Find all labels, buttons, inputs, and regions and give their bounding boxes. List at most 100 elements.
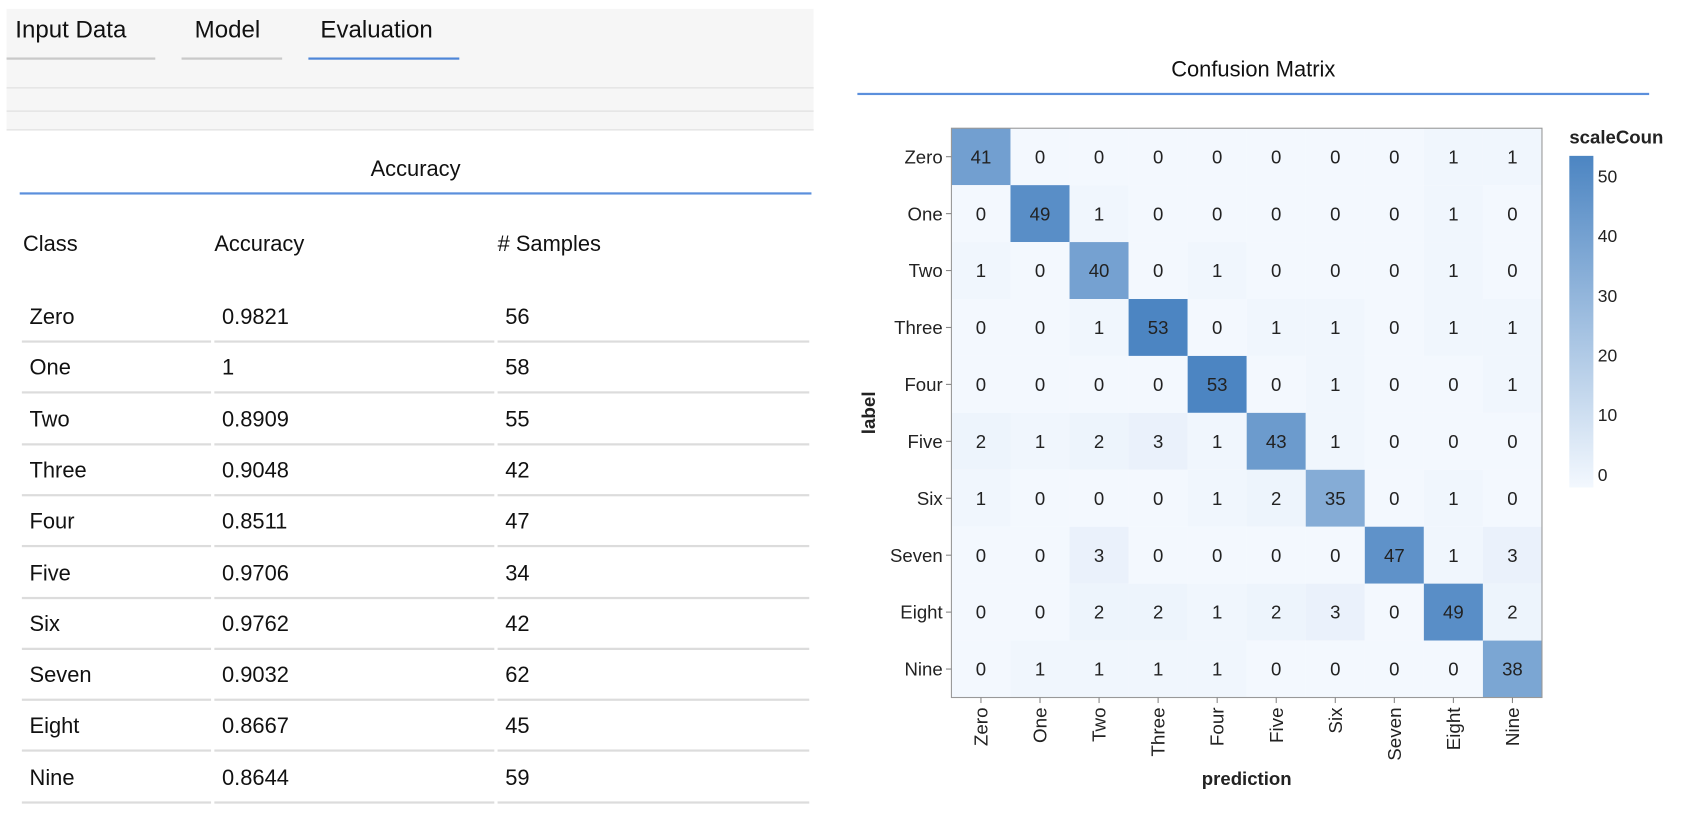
heatmap-cell <box>1069 355 1129 413</box>
heatmap-cell <box>1069 299 1129 356</box>
heatmap-cell <box>951 299 1011 356</box>
cell-value: 0 <box>1271 374 1281 395</box>
heatmap-cell <box>1010 469 1070 527</box>
cell-value: 0 <box>1507 260 1517 281</box>
row-divider <box>21 340 212 343</box>
cell-value: 1 <box>1094 317 1104 338</box>
y-tick-label: Eight <box>900 602 943 623</box>
cell-value: 2 <box>1271 602 1281 623</box>
cell-value: 1 <box>1094 659 1104 680</box>
cell-value: 3 <box>1330 602 1340 623</box>
heatmap-cell <box>1305 640 1365 698</box>
x-axis-label: prediction <box>1202 768 1292 789</box>
cell-text: Five <box>29 560 71 586</box>
heatmap-cell <box>1187 128 1247 186</box>
heatmap-cell <box>951 640 1011 698</box>
cell-value: 1 <box>1330 374 1340 395</box>
heatmap-cell <box>1423 412 1483 470</box>
heatmap-cell <box>1423 355 1483 413</box>
divider <box>6 110 814 112</box>
heatmap-cell <box>951 128 1011 186</box>
cell-value: 47 <box>1384 545 1405 566</box>
table-row: Zero 0.9821 56 <box>21 292 810 343</box>
heatmap-cell <box>1364 583 1424 641</box>
accuracy-cell: 0.8667 <box>214 701 495 753</box>
cell-value: 0 <box>1389 317 1399 338</box>
cell-value: 3 <box>1094 545 1104 566</box>
cell-value: 0 <box>1330 203 1340 224</box>
table-row: Four 0.8511 47 <box>21 497 810 548</box>
cell-value: 1 <box>1448 317 1458 338</box>
class-cell: Five <box>21 548 212 599</box>
heatmap-cell <box>1246 412 1306 470</box>
cell-value: 1 <box>1448 545 1458 566</box>
heatmap-cell <box>1010 583 1070 641</box>
samples-cell: 34 <box>497 548 810 599</box>
heatmap-cell <box>1305 355 1365 413</box>
row-divider <box>21 545 212 548</box>
cell-value: 0 <box>1271 545 1281 566</box>
heatmap-cell <box>951 412 1011 470</box>
cell-value: 0 <box>1212 203 1222 224</box>
heatmap-cell <box>1364 355 1424 413</box>
cell-text: Zero <box>29 305 75 330</box>
row-divider <box>21 391 212 394</box>
heatmap-cell <box>1128 526 1188 584</box>
tab-model[interactable]: Model <box>181 9 283 60</box>
cell-value: 1 <box>1448 146 1458 167</box>
cell-value: 1 <box>976 488 986 509</box>
cell-text: Seven <box>29 663 92 688</box>
heatmap-cell <box>1305 526 1365 584</box>
y-axis-label: label <box>858 391 879 434</box>
heatmap-cell <box>1364 128 1424 186</box>
heatmap-cell <box>1482 640 1542 698</box>
cell-value: 0 <box>1389 602 1399 623</box>
heatmap-cell <box>1128 242 1188 300</box>
cell-value: 0 <box>976 374 986 395</box>
accuracy-cell: 0.8511 <box>214 497 495 548</box>
class-cell: Two <box>21 394 212 446</box>
samples-cell: 62 <box>497 650 810 701</box>
cell-value: 1 <box>1330 317 1340 338</box>
cell-text: 56 <box>505 305 530 330</box>
heatmap-cell <box>1128 128 1188 186</box>
cell-text: 42 <box>505 612 530 637</box>
cell-value: 0 <box>1330 659 1340 680</box>
column-header-class: Class <box>22 232 78 257</box>
x-tick-label: Four <box>1207 707 1228 746</box>
heatmap-cell <box>1128 583 1188 641</box>
heatmap-cell <box>1187 412 1247 470</box>
tab-input-data[interactable]: Input Data <box>6 9 156 60</box>
heatmap-cell <box>1423 242 1483 300</box>
tab-underline-active <box>308 57 460 60</box>
row-divider <box>214 647 495 650</box>
table-row: Two 0.8909 55 <box>21 394 810 446</box>
samples-cell: 55 <box>497 394 810 446</box>
cell-value: 0 <box>1035 260 1045 281</box>
cell-value: 0 <box>1389 374 1399 395</box>
heatmap-cell <box>1010 526 1070 584</box>
heatmap-cell <box>951 469 1011 527</box>
cell-value: 0 <box>1507 431 1517 452</box>
heatmap-cell <box>1364 242 1424 300</box>
heatmap-cell <box>1010 185 1070 243</box>
tab-evaluation[interactable]: Evaluation <box>308 9 460 60</box>
heatmap-cell <box>1305 242 1365 300</box>
x-tick-label: Eight <box>1443 707 1464 751</box>
row-divider <box>497 647 810 650</box>
heatmap-cell <box>1187 299 1247 356</box>
cell-value: 0 <box>1389 659 1399 680</box>
samples-cell: 56 <box>497 292 810 343</box>
row-divider <box>21 647 212 650</box>
cell-value: 0 <box>1094 374 1104 395</box>
cell-text: Four <box>29 509 75 535</box>
plot-frame <box>950 127 1543 699</box>
tab-bar-area: Input Data Model Evaluation <box>6 8 814 131</box>
cell-value: 0 <box>976 545 986 566</box>
heatmap-cell <box>1010 299 1070 356</box>
cell-value: 1 <box>1507 146 1517 167</box>
heatmap-cell <box>1246 583 1306 641</box>
cell-value: 0 <box>1507 203 1517 224</box>
accuracy-title: Accuracy <box>370 156 461 182</box>
heatmap-cell <box>1423 128 1483 186</box>
